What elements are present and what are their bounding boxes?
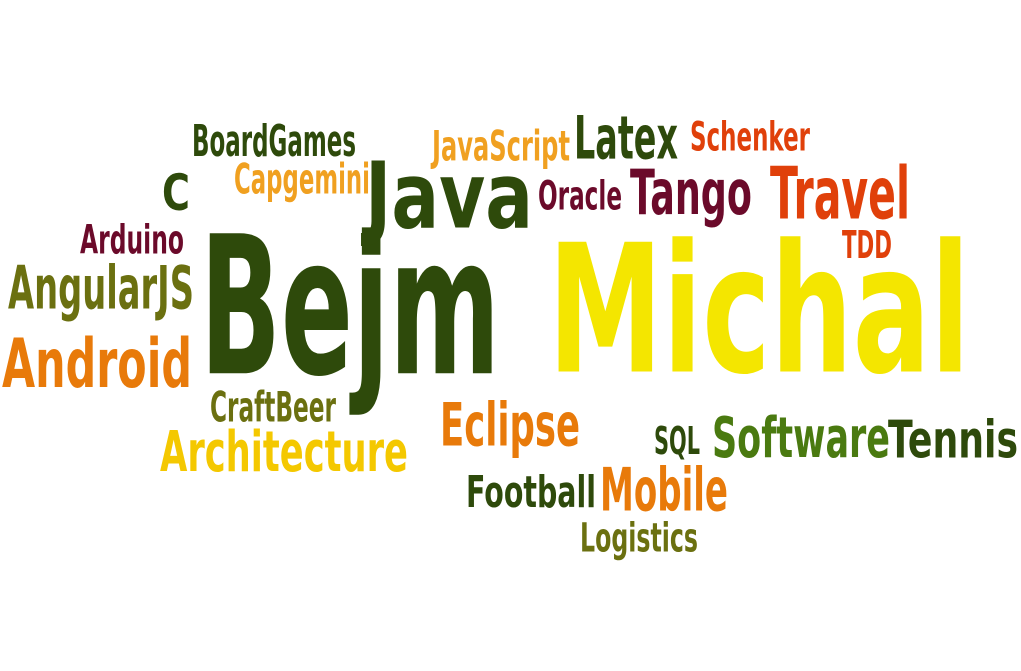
- word-architecture: Architecture: [160, 418, 408, 485]
- word-c: C: [162, 163, 190, 222]
- word-tango: Tango: [630, 156, 752, 229]
- word-oracle: Oracle: [538, 172, 622, 220]
- word-sql: SQL: [654, 418, 700, 464]
- word-angularjs: AngularJS: [8, 252, 194, 323]
- word-boardgames: BoardGames: [192, 115, 356, 167]
- word-android: Android: [2, 323, 192, 404]
- word-football: Football: [466, 466, 596, 518]
- word-michal: Michal: [548, 205, 970, 415]
- word-craftbeer: CraftBeer: [210, 382, 336, 432]
- word-eclipse: Eclipse: [440, 389, 580, 460]
- word-software: Software: [712, 404, 890, 471]
- word-javascript: JavaScript: [432, 121, 570, 171]
- word-capgemini: Capgemini: [234, 154, 370, 204]
- word-schenker: Schenker: [690, 113, 810, 161]
- word-java: Java: [365, 141, 533, 250]
- word-tdd: TDD: [842, 222, 892, 268]
- word-travel: Travel: [770, 151, 910, 236]
- word-arduino: Arduino: [80, 216, 184, 264]
- word-logistics: Logistics: [580, 514, 698, 562]
- word-latex: Latex: [574, 102, 678, 173]
- word-tennis: Tennis: [888, 409, 1018, 471]
- word-bejm: Bejm: [200, 194, 500, 420]
- word-mobile: Mobile: [600, 454, 728, 525]
